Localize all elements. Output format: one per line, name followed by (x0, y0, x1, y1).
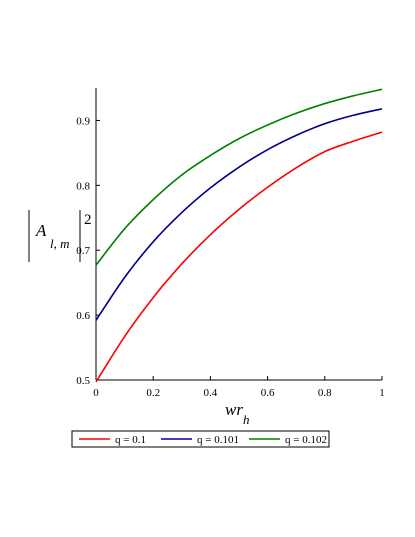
y-tick-label: 0.6 (76, 310, 90, 322)
legend-label-0: q = 0.1 (115, 434, 146, 446)
legend-label-1: q = 0.101 (197, 434, 239, 446)
y-axis-label: A l, m 2 (28, 210, 92, 262)
y-tick-label: 0.5 (76, 375, 90, 387)
series-line-1 (95, 107, 383, 321)
x-tick-label: 0.8 (318, 387, 332, 399)
legend: q = 0.1 q = 0.101 q = 0.102 (71, 430, 330, 448)
x-label-subscript: h (243, 412, 250, 427)
x-tick-label: 0.4 (204, 387, 218, 399)
y-tick-label: 0.8 (76, 180, 90, 192)
y-tick-label: 0.7 (76, 245, 90, 257)
legend-item-0: q = 0.1 (79, 434, 146, 446)
x-label-main: wr (225, 400, 243, 419)
legend-label-2: q = 0.102 (285, 434, 327, 446)
series-line-2 (95, 88, 383, 266)
y-label-subscript: l, m (50, 236, 70, 251)
x-tick-label: 1 (379, 387, 385, 399)
y-label-superscript: 2 (84, 212, 92, 228)
legend-item-1: q = 0.101 (161, 434, 239, 446)
x-tick-label: 0 (93, 387, 99, 399)
axes (95, 88, 382, 381)
series-lines (95, 88, 383, 383)
x-axis-label: wr h (225, 400, 250, 427)
series-line-0 (95, 131, 383, 383)
x-tick-label: 0.6 (261, 387, 275, 399)
y-tick-label: 0.9 (76, 115, 90, 127)
y-label-main: A (35, 221, 47, 240)
ticks: 0 0.2 0.4 0.6 0.8 1 0.5 0.6 0.7 0.8 0.9 (76, 115, 385, 399)
x-tick-label: 0.2 (146, 387, 160, 399)
legend-item-2: q = 0.102 (249, 434, 327, 446)
legend-box (71, 430, 330, 448)
